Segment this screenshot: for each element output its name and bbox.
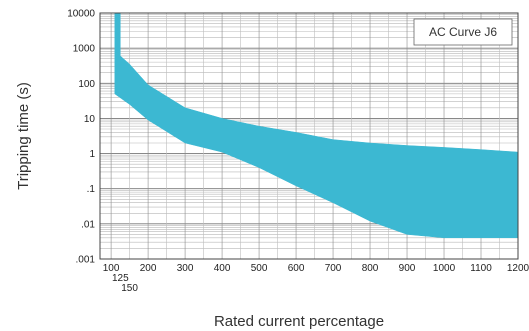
legend: AC Curve J6 bbox=[413, 18, 513, 46]
y-tick-label: .01 bbox=[81, 219, 95, 230]
y-tick-label: 1 bbox=[89, 149, 95, 160]
x-tick-label: 800 bbox=[362, 263, 379, 274]
y-tick-label: .1 bbox=[87, 184, 96, 195]
x-tick-label: 1200 bbox=[507, 263, 529, 274]
y-tick-label: 100 bbox=[78, 79, 95, 90]
x-tick-label: 150 bbox=[121, 283, 138, 294]
x-tick-label: 300 bbox=[177, 263, 194, 274]
plot-frame bbox=[99, 12, 519, 260]
x-tick-label: 1000 bbox=[433, 263, 456, 274]
plot-area bbox=[114, 12, 519, 239]
x-tick-label: 700 bbox=[325, 263, 342, 274]
y-tick-label: 10000 bbox=[67, 9, 95, 20]
y-tick-label: 10 bbox=[84, 114, 96, 125]
x-tick-label: 500 bbox=[251, 263, 268, 274]
x-tick-label: 600 bbox=[288, 263, 305, 274]
y-tick-label: 1000 bbox=[73, 44, 96, 55]
x-tick-label: 400 bbox=[214, 263, 231, 274]
x-tick-label: 200 bbox=[140, 263, 157, 274]
y-axis-title: Tripping time (s) bbox=[15, 82, 32, 190]
x-axis-title: Rated current percentage bbox=[214, 313, 384, 330]
y-tick-label: .001 bbox=[76, 255, 96, 266]
x-tick-label: 100 bbox=[103, 263, 120, 274]
legend-box bbox=[413, 18, 513, 46]
legend-label: AC Curve J6 bbox=[429, 25, 497, 39]
x-tick-label: 125 bbox=[112, 273, 129, 284]
x-tick-label: 900 bbox=[399, 263, 416, 274]
tripping-band bbox=[114, 12, 519, 239]
x-tick-label: 1100 bbox=[470, 263, 492, 274]
y-axis: 10000 1000 100 10 1 .1 .01 .001 bbox=[67, 9, 95, 266]
